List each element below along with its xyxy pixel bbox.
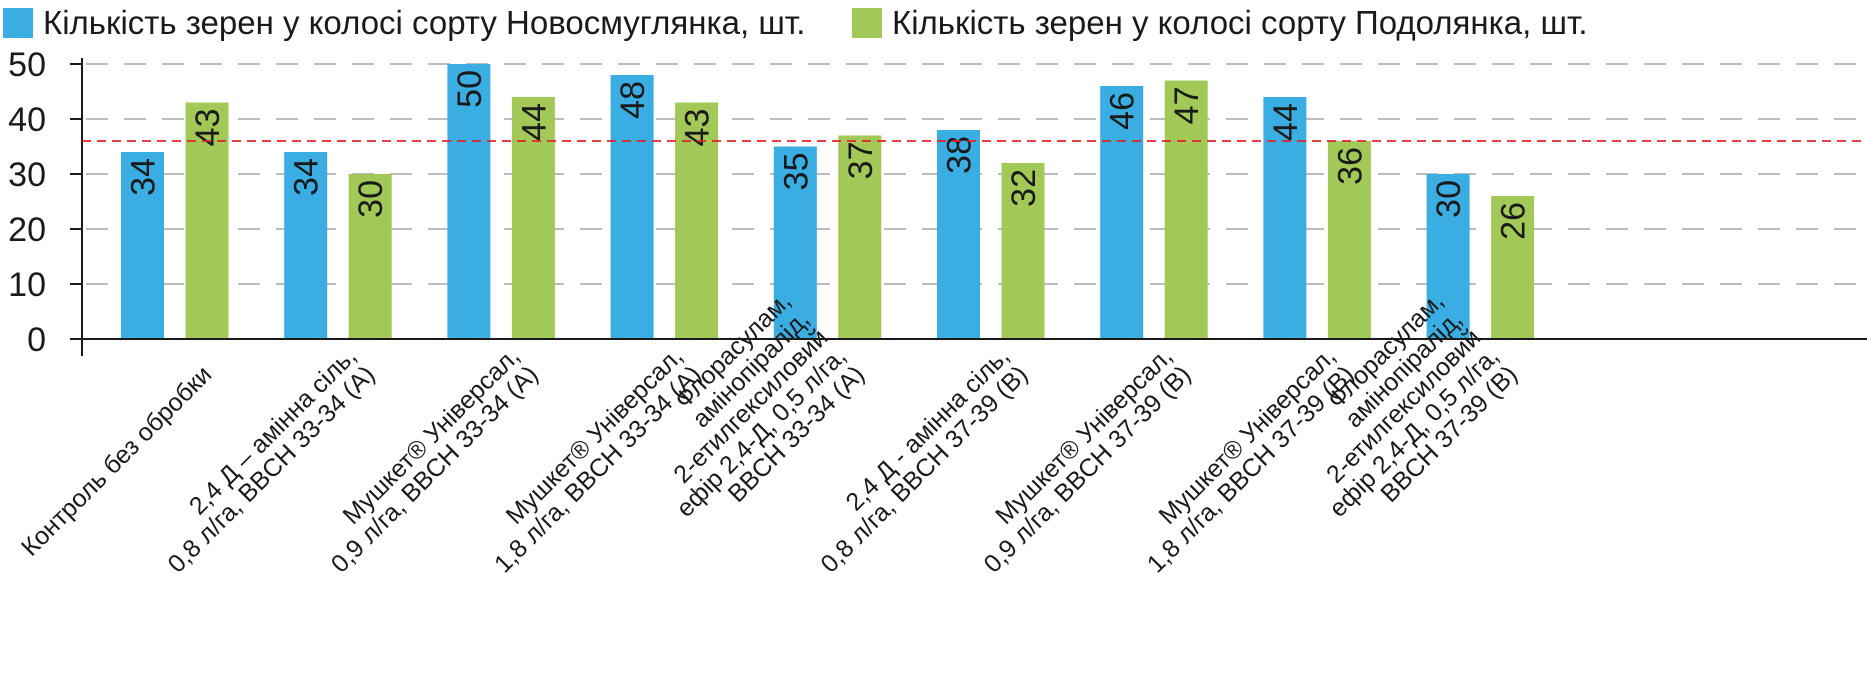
bar-value-label: 37 <box>842 142 880 180</box>
bar <box>1100 86 1144 339</box>
bar-value-label: 43 <box>679 109 717 147</box>
bar <box>447 64 491 339</box>
legend: Кількість зерен у колосі сорту Новосмугл… <box>3 4 1588 41</box>
bar <box>185 102 229 339</box>
y-axis: 0 10 20 30 40 50 <box>8 46 83 359</box>
legend-swatch-2 <box>852 8 882 38</box>
category-label-line: Контроль без обробки <box>16 360 217 561</box>
bar-value-label: 32 <box>1005 169 1043 207</box>
bar <box>773 146 817 339</box>
bar <box>1263 97 1307 339</box>
bar-value-label: 36 <box>1331 147 1369 185</box>
bar-value-label: 34 <box>288 158 326 196</box>
bar-value-label: 44 <box>515 103 553 141</box>
category-label-line: 2,4 Д – амінна сіль, <box>184 342 362 520</box>
bar <box>937 130 980 339</box>
y-tick-label: 20 <box>8 211 46 249</box>
bar-value-label: 35 <box>777 153 815 191</box>
bar <box>1491 196 1535 339</box>
legend-label-2: Кількість зерен у колосі сорту Подолянка… <box>892 4 1588 41</box>
bars: 34 43 34 30 50 44 48 43 35 37 38 32 46 47 44 36 30 26 <box>121 64 1535 339</box>
category-label: Контроль без обробки <box>16 360 217 561</box>
bar <box>348 174 392 339</box>
bar <box>610 75 654 339</box>
bar-value-label: 50 <box>451 70 489 108</box>
y-tick-label: 50 <box>8 46 46 84</box>
bar <box>511 97 555 339</box>
bar-value-label: 44 <box>1267 103 1305 141</box>
y-tick-label: 40 <box>8 101 46 139</box>
bar <box>121 152 164 339</box>
bar <box>1327 141 1371 339</box>
bar-value-label: 30 <box>352 180 390 218</box>
bar <box>1164 80 1208 339</box>
bar-value-label: 47 <box>1168 87 1206 125</box>
bar-value-label: 30 <box>1430 180 1468 218</box>
bar <box>1426 174 1470 339</box>
bar <box>1001 163 1045 339</box>
bar <box>838 135 882 339</box>
bar-value-label: 38 <box>941 136 979 174</box>
bar <box>284 152 328 339</box>
legend-label-1: Кількість зерен у колосі сорту Новосмугл… <box>43 4 805 41</box>
bar-value-label: 34 <box>125 158 163 196</box>
bar-value-label: 26 <box>1495 202 1533 240</box>
bar-value-label: 43 <box>189 109 227 147</box>
legend-swatch-1 <box>3 8 33 38</box>
bar-value-label: 48 <box>614 81 652 119</box>
bar <box>675 102 719 339</box>
bar-value-label: 46 <box>1104 92 1142 130</box>
y-tick-label: 0 <box>27 321 46 359</box>
y-tick-label: 30 <box>8 156 46 194</box>
category-label-line: 2,4 Д - амінна сіль, <box>841 342 1015 516</box>
y-tick-label: 10 <box>8 266 46 304</box>
x-axis <box>81 338 1867 356</box>
